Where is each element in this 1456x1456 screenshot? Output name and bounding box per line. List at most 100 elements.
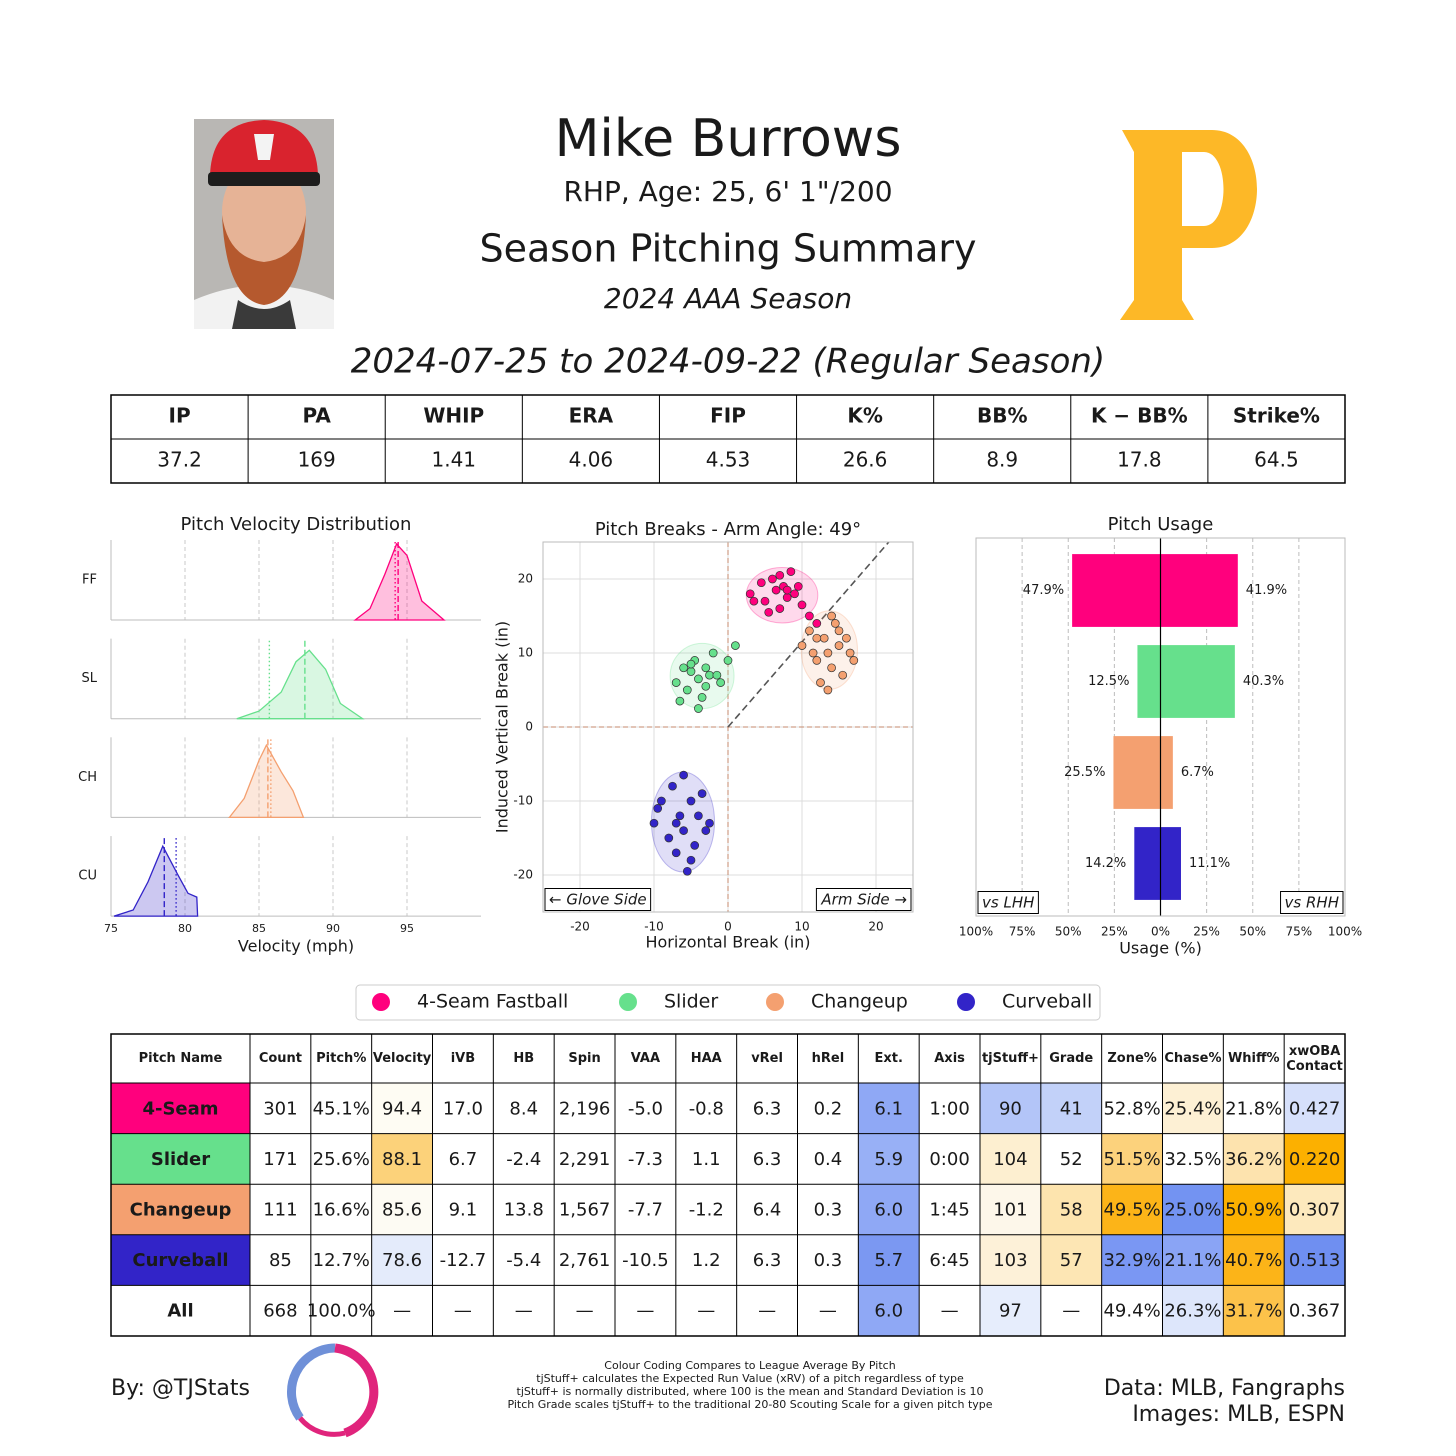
x-tick-label: 90 xyxy=(326,922,340,935)
table-cell: -1.2 xyxy=(689,1200,724,1221)
table-cell: 32.9% xyxy=(1103,1250,1160,1271)
side-annotation: ← Glove Side xyxy=(549,891,647,909)
cell-fill xyxy=(980,1285,1041,1336)
x-tick-label: 0 xyxy=(724,920,732,934)
cell-fill xyxy=(1162,1234,1224,1286)
value-label: 6.7% xyxy=(1181,765,1214,780)
footnote: tjStuff+ is normally distributed, where … xyxy=(517,1385,984,1398)
x-tick-label: 75 xyxy=(104,922,118,935)
stats-header: ERA xyxy=(569,404,614,428)
table-cell: 40.7% xyxy=(1225,1250,1282,1271)
x-tick-label: 75% xyxy=(1009,925,1036,939)
table-header: xwOBA Contact xyxy=(1286,1044,1343,1074)
side-annotation: Arm Side → xyxy=(820,891,907,909)
cell-fill xyxy=(858,1083,920,1134)
pitch-point xyxy=(823,648,833,658)
cell-fill xyxy=(111,1184,250,1235)
table-cell: 171 xyxy=(263,1149,297,1170)
table-cell: 57 xyxy=(1060,1250,1083,1271)
player-bio: RHP, Age: 25, 6' 1"/200 xyxy=(563,175,892,208)
value-label: 12.5% xyxy=(1088,674,1129,689)
cell-fill xyxy=(371,1133,433,1185)
table-cell: 301 xyxy=(263,1098,297,1119)
pitch-point xyxy=(675,696,685,706)
row-label: CU xyxy=(78,869,97,884)
table-cell: 1:00 xyxy=(929,1098,969,1119)
cell-fill xyxy=(371,1184,433,1235)
table-cell: 0.3 xyxy=(814,1250,843,1271)
pitch-point xyxy=(786,567,796,576)
pitch-point xyxy=(653,804,663,813)
stats-cell: 37.2 xyxy=(157,448,202,472)
pitch-name-cell: Slider xyxy=(151,1149,210,1170)
x-axis-label: Velocity (mph) xyxy=(238,937,354,956)
legend-marker xyxy=(372,993,390,1011)
pitch-point xyxy=(682,866,692,876)
usage-bar xyxy=(1137,645,1161,718)
date-range: 2024-07-25 to 2024-09-22 (Regular Season… xyxy=(351,342,1105,382)
table-cell: -5.0 xyxy=(628,1098,663,1119)
table-cell: 0.427 xyxy=(1289,1098,1341,1119)
series-box xyxy=(977,891,1039,914)
pitch-point xyxy=(708,648,718,658)
stats-header: K − BB% xyxy=(1091,404,1188,428)
stats-header: BB% xyxy=(977,404,1028,428)
cell-fill xyxy=(1162,1285,1224,1336)
pitch-point xyxy=(838,670,848,680)
legend-marker xyxy=(619,993,637,1011)
x-tick-label: -10 xyxy=(644,920,664,934)
table-cell: 12.7% xyxy=(313,1250,370,1271)
table-header: Axis xyxy=(934,1051,965,1066)
pitch-point xyxy=(830,619,840,628)
x-tick-label: 50% xyxy=(1055,925,1082,939)
cell-fill xyxy=(111,1133,250,1185)
cell-fill xyxy=(1101,1234,1163,1286)
x-tick-label: 100% xyxy=(1328,925,1362,939)
pitch-point xyxy=(797,600,807,610)
table-cell: — xyxy=(941,1301,959,1322)
table-cell: 6.7 xyxy=(449,1149,478,1170)
legend-label: 4-Seam Fastball xyxy=(417,991,568,1013)
cell-fill xyxy=(1040,1234,1102,1286)
pitch-point xyxy=(701,681,711,691)
row-label: CH xyxy=(78,770,97,785)
stats-cell: 64.5 xyxy=(1254,448,1299,472)
legend-label: Changeup xyxy=(811,991,908,1013)
table-cell: 5.7 xyxy=(874,1250,903,1271)
pitch-point xyxy=(664,833,674,843)
value-label: 11.1% xyxy=(1189,856,1230,871)
cell-fill xyxy=(1162,1184,1224,1235)
table-cell: 25.4% xyxy=(1164,1098,1221,1119)
series-name: vs RHH xyxy=(1285,894,1339,912)
pitch-point xyxy=(775,604,785,613)
table-cell: 21.1% xyxy=(1164,1250,1221,1271)
table-header: Pitch% xyxy=(316,1051,366,1066)
plot-frame xyxy=(542,541,914,913)
table-header: iVB xyxy=(451,1051,475,1066)
table-header: Zone% xyxy=(1107,1051,1156,1066)
table-cell: 17.0 xyxy=(443,1098,483,1119)
table-cell: 0:00 xyxy=(929,1149,969,1170)
pitch-point xyxy=(849,656,859,665)
table-cell: 0.3 xyxy=(814,1200,843,1221)
cell-fill xyxy=(1040,1184,1102,1235)
table-cell: 85.6 xyxy=(382,1200,422,1221)
footnote: Colour Coding Compares to League Average… xyxy=(604,1359,895,1372)
table-cell: 16.6% xyxy=(313,1200,370,1221)
table-cell: 52 xyxy=(1060,1149,1083,1170)
pitch-name-cell: Changeup xyxy=(130,1200,232,1221)
table-cell: -5.4 xyxy=(506,1250,541,1271)
pitch-point xyxy=(701,663,711,673)
table-cell: 5.9 xyxy=(874,1149,903,1170)
table-cell: -7.3 xyxy=(628,1149,663,1170)
table-cell: 45.1% xyxy=(313,1098,370,1119)
value-label: 40.3% xyxy=(1243,674,1284,689)
pitch-point xyxy=(842,633,851,643)
table-cell: 0.307 xyxy=(1289,1200,1341,1221)
pitch-point xyxy=(775,570,785,580)
series-name: vs LHH xyxy=(982,894,1034,912)
pitch-name-cell: 4-Seam xyxy=(142,1098,218,1119)
pitch-point xyxy=(793,582,803,591)
cell-fill xyxy=(858,1234,920,1286)
table-cell: -12.7 xyxy=(440,1250,487,1271)
